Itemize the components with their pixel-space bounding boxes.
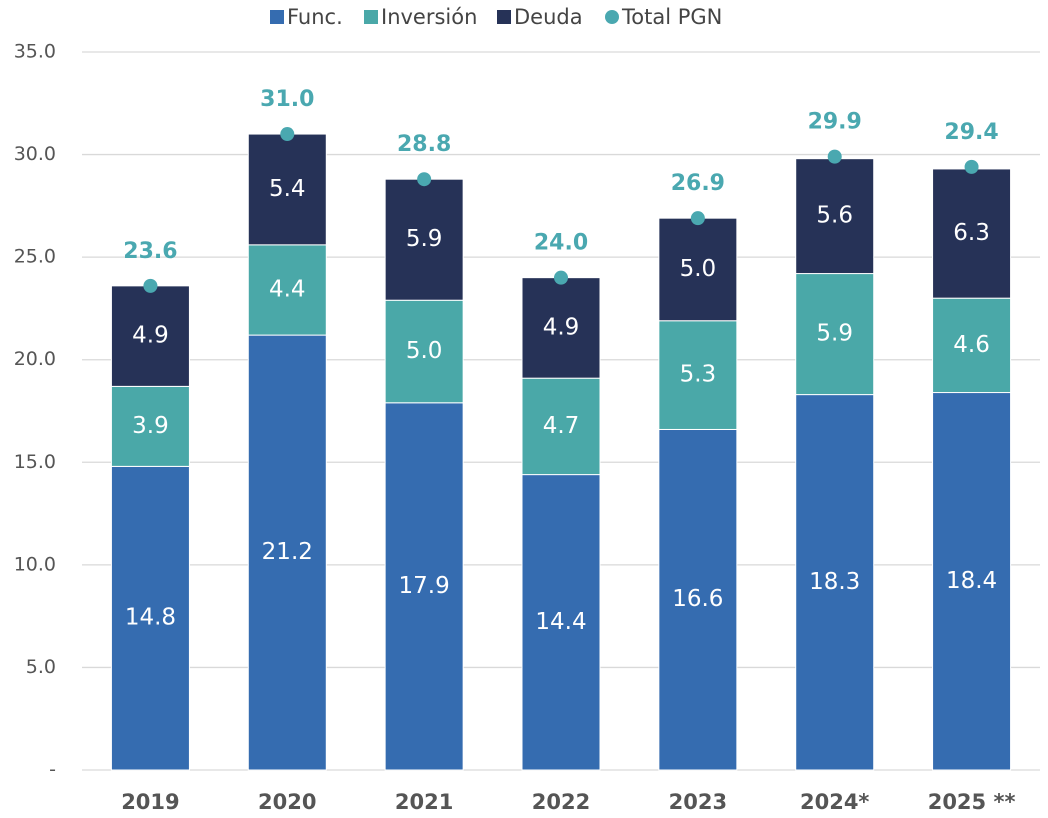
y-tick-label: 35.0 [14, 41, 56, 63]
bar-segment [795, 273, 875, 396]
total-label: 29.9 [808, 110, 862, 135]
data-label: 5.3 [680, 362, 717, 388]
bar-segment [932, 297, 1012, 394]
total-label: 28.8 [397, 132, 451, 157]
y-tick-label: - [49, 759, 56, 781]
data-label: 14.8 [125, 605, 176, 631]
bar-segment [795, 158, 875, 275]
x-tick-label: 2023 [669, 790, 727, 814]
legend-label: Func. [287, 5, 343, 29]
x-tick-label: 2022 [532, 790, 590, 814]
bar-segment [932, 168, 1012, 299]
x-tick-label: 2019 [121, 790, 179, 814]
legend-label: Total PGN [621, 5, 722, 29]
y-tick-label: 10.0 [14, 553, 56, 575]
y-tick-label: 15.0 [14, 451, 56, 473]
data-label: 14.4 [535, 609, 586, 635]
data-label: 3.9 [132, 413, 169, 439]
total-label: 24.0 [534, 231, 588, 256]
bar-segment [521, 277, 601, 379]
total-label: 23.6 [123, 239, 177, 264]
data-label: 5.4 [269, 176, 306, 202]
data-label: 6.3 [953, 220, 990, 246]
bar-segment [247, 334, 327, 771]
data-label: 16.6 [672, 586, 723, 612]
y-tick-label: 25.0 [14, 246, 56, 268]
y-tick-label: 30.0 [14, 143, 56, 165]
y-tick-label: 5.0 [26, 656, 56, 678]
data-label: 4.9 [132, 323, 169, 349]
data-label: 18.4 [946, 568, 997, 594]
legend-label: Inversión [381, 5, 477, 29]
bar-segment [110, 465, 190, 771]
bar-segment [521, 377, 601, 476]
data-label: 4.6 [953, 332, 990, 358]
data-label: 4.9 [543, 314, 580, 340]
bar-segment [658, 217, 738, 322]
legend-swatch [270, 10, 284, 24]
total-label: 26.9 [671, 171, 725, 196]
data-label: 5.9 [816, 321, 853, 347]
data-label: 17.9 [399, 573, 450, 599]
data-label: 18.3 [809, 569, 860, 595]
data-label: 21.2 [262, 539, 313, 565]
bar-segment [384, 299, 464, 404]
x-tick-label: 2020 [258, 790, 316, 814]
bar-segment [110, 285, 190, 387]
data-label: 5.0 [680, 256, 717, 282]
legend-swatch [364, 10, 378, 24]
bar-segment [658, 428, 738, 771]
data-label: 5.6 [816, 203, 853, 229]
bar-segment [384, 178, 464, 301]
bar-segment [110, 385, 190, 467]
total-marker [690, 211, 705, 226]
total-label: 31.0 [260, 87, 314, 112]
legend-marker [605, 10, 619, 24]
total-marker [280, 127, 295, 142]
total-marker [417, 172, 432, 187]
data-label: 5.9 [406, 226, 443, 252]
y-tick-label: 20.0 [14, 348, 56, 370]
x-tick-label: 2024* [800, 790, 869, 814]
x-tick-label: 2025 ** [928, 790, 1016, 814]
data-label: 4.4 [269, 276, 306, 302]
bar-segment [247, 244, 327, 336]
total-marker [827, 149, 842, 164]
bar-segment [932, 392, 1012, 771]
x-tick-label: 2021 [395, 790, 453, 814]
bar-segment [521, 474, 601, 771]
data-label: 5.0 [406, 338, 443, 364]
legend-swatch [497, 10, 511, 24]
total-marker [964, 159, 979, 174]
legend-label: Deuda [514, 5, 583, 29]
total-label: 29.4 [944, 120, 998, 145]
data-label: 4.7 [543, 413, 580, 439]
total-marker [554, 270, 568, 285]
total-marker [143, 278, 158, 293]
